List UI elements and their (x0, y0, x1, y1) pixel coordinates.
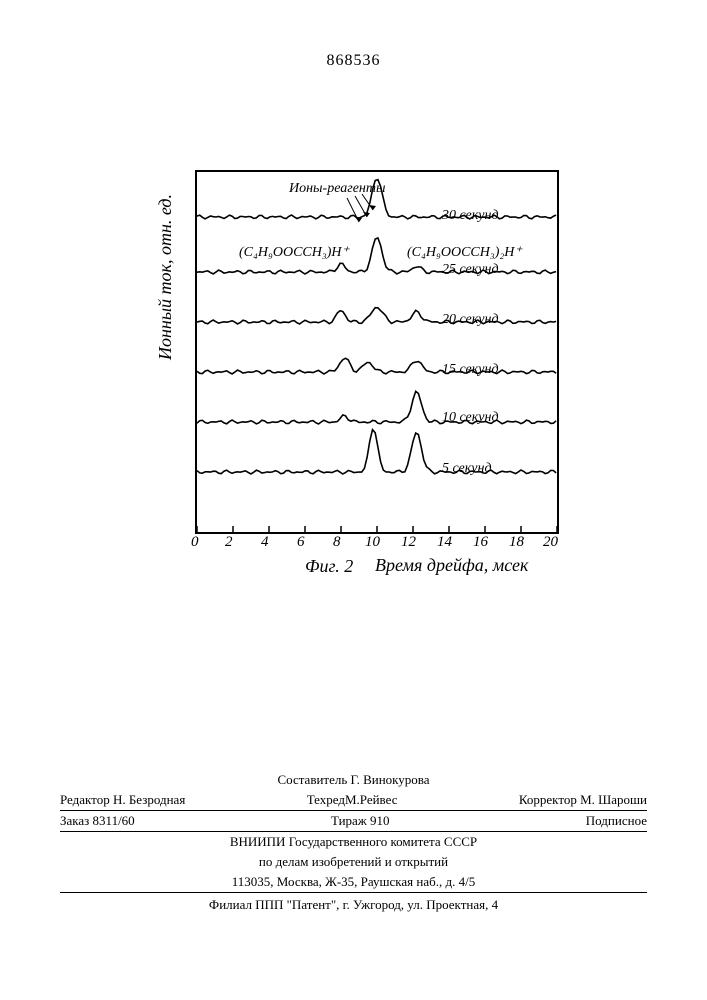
corrector: Корректор М. Шароши (519, 792, 647, 808)
xtick-20: 20 (543, 534, 558, 551)
address: 113035, Москва, Ж-35, Раушская наб., д. … (60, 872, 647, 893)
figure-caption: Фиг. 2 (305, 556, 353, 577)
reagent-ions-label: Ионы-реагенты (289, 181, 385, 197)
trace-label-25: 25 секунд (442, 262, 499, 278)
trace-label-5: 5 секунд (442, 461, 492, 477)
footer-block: Составитель Г. Винокурова Редактор Н. Бе… (60, 770, 647, 915)
tirazh: Тираж 910 (331, 813, 390, 829)
xtick-18: 18 (509, 534, 524, 551)
xtick-4: 4 (261, 534, 269, 551)
xtick-16: 16 (473, 534, 488, 551)
trace-label-20: 20 секунд (442, 312, 499, 328)
subscription: Подписное (586, 813, 647, 829)
xtick-12: 12 (401, 534, 416, 551)
compound1-label: (C₄H₉OOCCH₃)H⁺ (239, 244, 349, 261)
xtick-10: 10 (365, 534, 380, 551)
page: 868536 Ионный ток, отн. ед. Ионы-реагент… (0, 0, 707, 1000)
xtick-14: 14 (437, 534, 452, 551)
chart-frame: Ионы-реагенты (C₄H₉OOCCH₃)H⁺ (C₄H₉OOCCH₃… (195, 170, 559, 534)
trace-label-30: 30 секунд (442, 208, 499, 224)
editor: Редактор Н. Безродная (60, 792, 185, 808)
trace-label-10: 10 секунд (442, 410, 499, 426)
techred: ТехредМ.Рейвес (307, 792, 398, 808)
editor-row: Редактор Н. Безродная ТехредМ.Рейвес Кор… (60, 790, 647, 811)
org1: ВНИИПИ Государственного комитета СССР (60, 832, 647, 852)
branch: Филиал ППП "Патент", г. Ужгород, ул. Про… (60, 893, 647, 915)
order: Заказ 8311/60 (60, 813, 135, 829)
xtick-0: 0 (191, 534, 199, 551)
order-row: Заказ 8311/60 Тираж 910 Подписное (60, 811, 647, 832)
xtick-6: 6 (297, 534, 305, 551)
compiler-line: Составитель Г. Винокурова (60, 770, 647, 790)
y-axis-label: Ионный ток, отн. ед. (155, 194, 176, 360)
x-axis-label: Время дрейфа, мсек (375, 555, 528, 576)
document-number: 868536 (0, 52, 707, 70)
chart-svg (197, 172, 557, 532)
xtick-8: 8 (333, 534, 341, 551)
org2: по делам изобретений и открытий (60, 852, 647, 872)
trace-label-15: 15 секунд (442, 362, 499, 378)
compound2-label: (C₄H₉OOCCH₃)₂H⁺ (407, 244, 522, 261)
chart-container: Ионный ток, отн. ед. Ионы-реагенты (C₄H₉… (165, 160, 565, 555)
xtick-2: 2 (225, 534, 233, 551)
